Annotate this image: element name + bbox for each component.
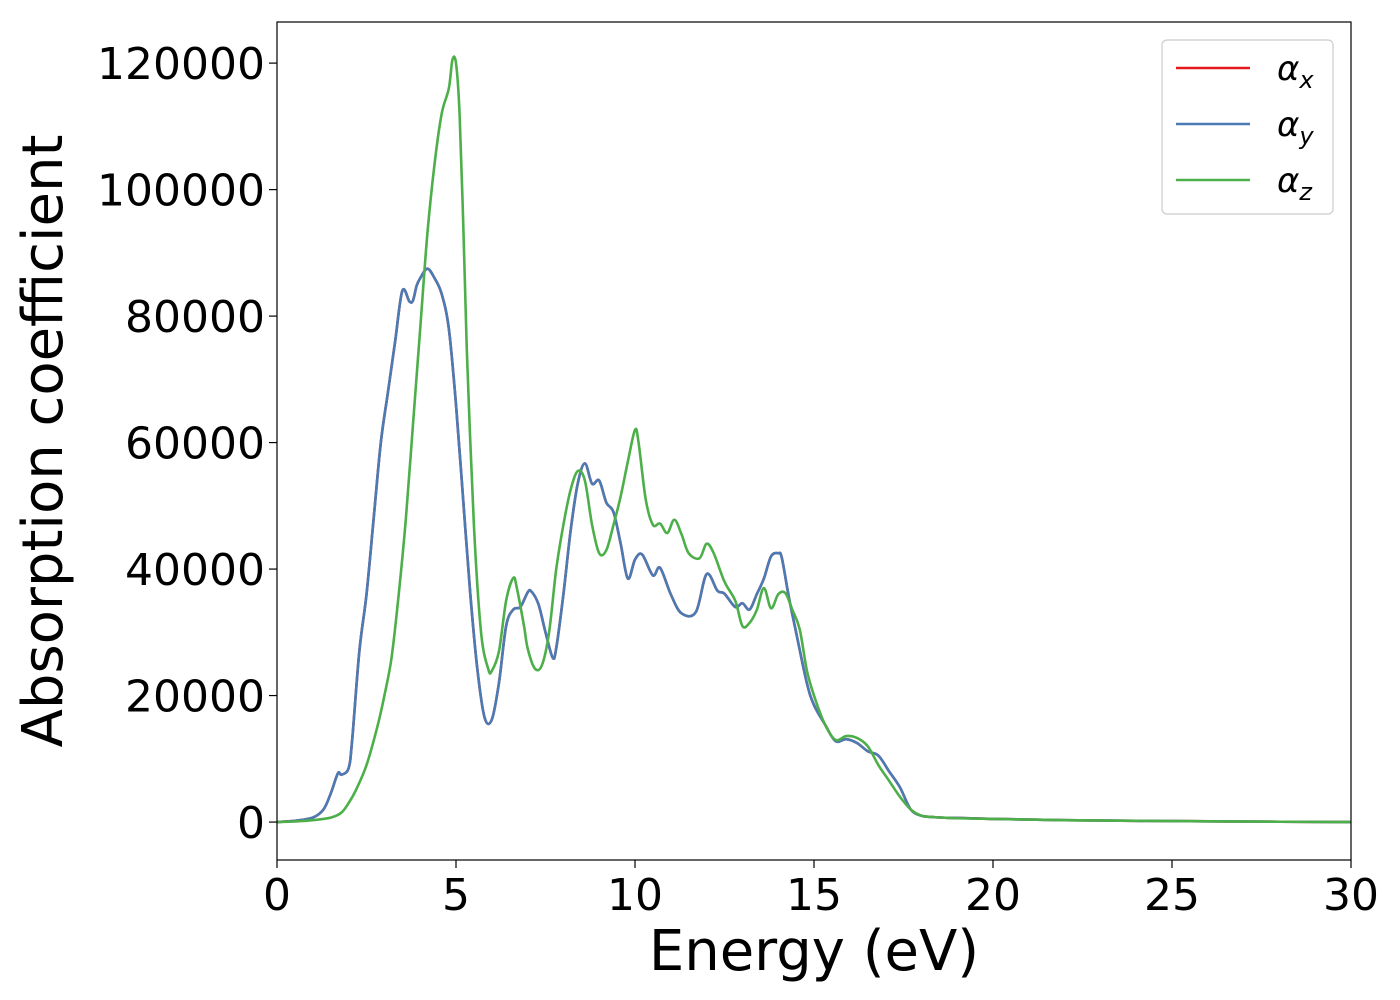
y-tick-label: 20000 (125, 672, 265, 723)
legend-label-subscript: x (1298, 66, 1314, 94)
y-tick-label: 100000 (97, 166, 265, 217)
legend-frame (1161, 39, 1334, 215)
legend-label-y: αy (1277, 105, 1314, 150)
x-tick-label: 15 (786, 870, 842, 921)
legend-label-base: α (1277, 161, 1299, 201)
y-tick-label: 60000 (125, 419, 265, 470)
x-tick-label: 20 (965, 870, 1021, 921)
series-line-y (277, 267, 1351, 824)
x-tick-label: 0 (263, 870, 291, 921)
y-axis-label: Absorption coefficient (11, 135, 76, 748)
x-axis: 0 5 10 15 20 25 30 (263, 860, 1379, 921)
y-tick-label: 0 (237, 798, 265, 849)
x-axis-label: Energy (eV) (649, 919, 979, 984)
x-tick-label: 30 (1323, 870, 1379, 921)
series-line-x (277, 267, 1351, 824)
y-tick-label: 40000 (125, 545, 265, 596)
y-axis: 0 20000 40000 60000 80000 100000 120000 (97, 39, 277, 849)
series-line-z (277, 55, 1351, 824)
y-tick-label: 120000 (97, 39, 265, 90)
legend-label-base: α (1277, 105, 1299, 145)
legend-label-z: αz (1277, 161, 1313, 206)
legend-label-x: αx (1277, 49, 1314, 94)
x-tick-label: 10 (607, 870, 663, 921)
x-tick-label: 5 (442, 870, 470, 921)
x-tick-label: 25 (1144, 870, 1200, 921)
legend-label-base: α (1277, 49, 1299, 89)
y-tick-label: 80000 (125, 292, 265, 343)
legend-label-subscript: y (1298, 122, 1314, 150)
series-layer (277, 55, 1351, 824)
legend-label-subscript: z (1298, 178, 1313, 206)
